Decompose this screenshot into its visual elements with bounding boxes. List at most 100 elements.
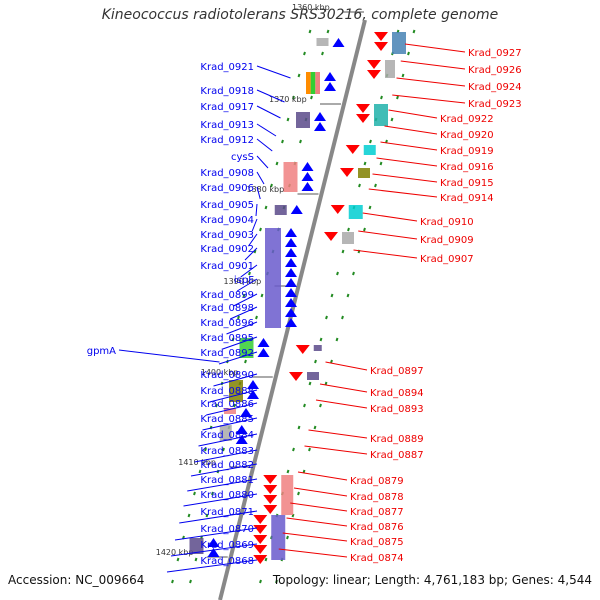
tick-mark (341, 315, 344, 320)
reverse-strand-arrow (257, 348, 270, 357)
leader-line-right (404, 43, 466, 53)
tick-mark (281, 139, 284, 144)
tick-mark (407, 51, 410, 56)
reverse-strand-arrow (324, 82, 336, 91)
tick-mark (396, 95, 399, 100)
gene-label-left: Krad_0885 (200, 414, 254, 425)
forward-strand-arrow (253, 525, 268, 534)
leader-line-left (209, 389, 258, 403)
leader-line-right (358, 230, 418, 240)
gene-label-right: Krad_0914 (440, 193, 494, 204)
tick-mark (286, 469, 290, 474)
reverse-strand-arrow (324, 72, 336, 81)
tick-mark (346, 293, 350, 298)
gene-label-left: Krad_0917 (200, 102, 254, 113)
gene-block (342, 232, 354, 244)
leader-line-right (278, 548, 348, 558)
gene-label-left: Krad_0895 (200, 333, 254, 344)
leader-line-right (297, 471, 348, 481)
gene-block (274, 205, 287, 215)
tick-mark (380, 95, 383, 100)
tick-mark (253, 249, 257, 254)
tick-mark (336, 271, 339, 276)
gene-block (315, 72, 320, 94)
gene-label-left: gpmA (87, 346, 116, 357)
gene-label-right: Krad_0879 (350, 476, 404, 487)
genome-title: Kineococcus radiotolerans SRS30216, comp… (101, 7, 499, 23)
forward-strand-arrow (263, 505, 278, 514)
gene-label-left: Krad_0921 (200, 62, 254, 73)
leader-line-left (256, 65, 291, 79)
tick-mark (363, 161, 367, 166)
tick-mark (297, 491, 300, 496)
gene-label-right: Krad_0909 (420, 235, 474, 246)
tick-mark (237, 315, 240, 320)
tick-mark (321, 51, 324, 56)
gene-label-left: Krad_0882 (200, 460, 254, 471)
reverse-strand-arrow (314, 122, 326, 131)
forward-strand-arrow (253, 555, 268, 564)
leader-line-left (166, 559, 258, 573)
tick-mark (308, 29, 312, 34)
tick-mark (310, 95, 313, 100)
leader-line-right (400, 60, 466, 70)
gene-block (363, 145, 376, 155)
leader-line-right (293, 487, 348, 497)
leader-line-left (233, 293, 258, 307)
gene-block (358, 168, 370, 178)
reverse-strand-arrow (285, 248, 297, 257)
forward-strand-arrow (289, 372, 303, 381)
tick-mark (270, 183, 273, 188)
accession-label: Accession: NC_009664 (8, 573, 145, 587)
leader-line-right (325, 361, 368, 371)
gene-label-right: Krad_0907 (420, 254, 474, 265)
tick-mark (244, 359, 247, 364)
tick-mark (264, 557, 268, 562)
tick-mark (412, 29, 416, 34)
leader-line-left (170, 543, 258, 557)
tick-mark (260, 293, 264, 298)
leader-line-right (353, 249, 418, 259)
forward-strand-arrow (253, 515, 268, 524)
gene-label-right: Krad_0916 (440, 162, 494, 173)
tick-mark (319, 403, 322, 408)
gene-label-right: Krad_0878 (350, 492, 404, 503)
tick-mark (286, 117, 290, 122)
gene-block (307, 372, 319, 380)
leader-line-right (290, 502, 348, 512)
tick-mark (297, 425, 301, 430)
scale-label: 1390 kbp (224, 277, 262, 286)
leader-line-right (392, 94, 466, 104)
leader-line-right (384, 125, 438, 135)
gene-label-left: Krad_0883 (200, 446, 254, 457)
gene-block (310, 72, 316, 94)
gene-block (224, 408, 236, 414)
gene-label-left: cysS (231, 152, 254, 163)
leader-line-left (256, 105, 281, 119)
reverse-strand-arrow (285, 288, 297, 297)
gene-block (306, 72, 311, 94)
leader-line-left (256, 155, 269, 169)
gene-label-left: Krad_0870 (200, 524, 254, 535)
tick-mark (313, 425, 317, 430)
tick-mark (326, 29, 330, 34)
gene-label-left: Krad_0899 (200, 290, 254, 301)
gene-label-left: Krad_0871 (200, 507, 254, 518)
reverse-strand-arrow (285, 258, 297, 267)
forward-strand-arrow (356, 104, 370, 113)
tick-mark (204, 447, 207, 452)
leader-line-left (256, 138, 273, 152)
gene-block (348, 205, 363, 219)
forward-strand-arrow (263, 475, 278, 484)
reverse-strand-arrow (247, 380, 259, 389)
tick-mark (325, 315, 328, 320)
gene-label-right: Krad_0874 (350, 553, 404, 564)
tick-mark (231, 337, 235, 342)
gene-label-right: Krad_0897 (370, 366, 424, 377)
gene-label-left: Krad_0905 (200, 200, 254, 211)
gene-label-left: Krad_0881 (200, 475, 254, 486)
gene-label-right: Krad_0926 (468, 65, 522, 76)
tick-mark (275, 161, 279, 166)
leader-line-left (179, 510, 258, 524)
reverse-strand-arrow (285, 268, 297, 277)
